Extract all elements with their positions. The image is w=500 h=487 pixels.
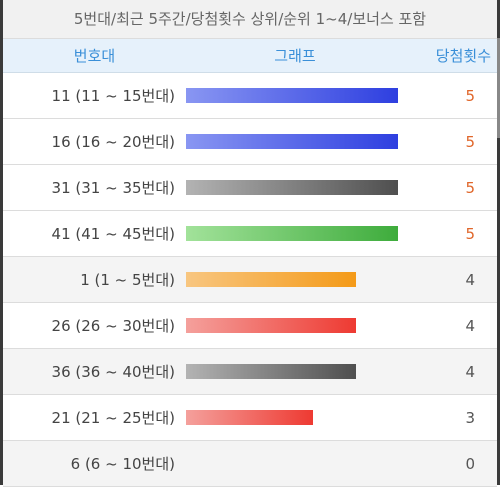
range-label: 21 (21 ~ 25번대) (51, 409, 175, 427)
count-bar (186, 364, 356, 379)
graph-cell (186, 318, 404, 333)
count-value: 4 (465, 270, 475, 289)
table-body: 11 (11 ~ 15번대) 5 16 (16 ~ 20번대) 5 31 (31 ~ 3… (3, 73, 497, 487)
range-label: 31 (31 ~ 35번대) (51, 179, 175, 197)
table-row: 36 (36 ~ 40번대) 4 (3, 349, 497, 395)
graph-cell (186, 180, 404, 195)
graph-cell (186, 226, 404, 241)
count-value: 5 (465, 86, 475, 105)
header-count: 당첨횟수 (435, 47, 491, 65)
graph-cell (186, 364, 404, 379)
count-bar (186, 134, 398, 149)
count-bar (186, 226, 398, 241)
table-row: 26 (26 ~ 30번대) 4 (3, 303, 497, 349)
count-bar (186, 272, 356, 287)
count-value: 5 (465, 224, 475, 243)
header-range: 번호대 (73, 47, 116, 65)
range-label: 6 (6 ~ 10번대) (70, 455, 175, 473)
count-bar (186, 88, 398, 103)
count-value: 5 (465, 132, 475, 151)
table-row: 11 (11 ~ 15번대) 5 (3, 73, 497, 119)
table-row: 16 (16 ~ 20번대) 5 (3, 119, 497, 165)
count-bar (186, 318, 356, 333)
table-row: 6 (6 ~ 10번대) 0 (3, 441, 497, 487)
count-bar (186, 410, 313, 425)
range-label: 36 (36 ~ 40번대) (51, 363, 175, 381)
range-label: 26 (26 ~ 30번대) (51, 317, 175, 335)
filter-title[interactable]: 5번대/최근 5주간/당첨횟수 상위/순위 1~4/보너스 포함 (3, 0, 497, 39)
graph-cell (186, 272, 404, 287)
range-label: 41 (41 ~ 45번대) (51, 225, 175, 243)
table-header: 번호대 그래프 당첨횟수 (3, 39, 497, 73)
range-label: 1 (1 ~ 5번대) (80, 271, 175, 289)
table-row: 41 (41 ~ 45번대) 5 (3, 211, 497, 257)
table-row: 21 (21 ~ 25번대) 3 (3, 395, 497, 441)
scrollbar[interactable] (497, 38, 500, 138)
table-row: 1 (1 ~ 5번대) 4 (3, 257, 497, 303)
count-value: 4 (465, 316, 475, 335)
graph-cell (186, 134, 404, 149)
graph-cell (186, 410, 404, 425)
count-value: 3 (465, 408, 475, 427)
range-label: 16 (16 ~ 20번대) (51, 133, 175, 151)
count-bar (186, 180, 398, 195)
header-graph: 그래프 (274, 47, 316, 65)
count-value: 5 (465, 178, 475, 197)
table-row: 31 (31 ~ 35번대) 5 (3, 165, 497, 211)
graph-cell (186, 88, 404, 103)
count-value: 4 (465, 362, 475, 381)
graph-cell (186, 456, 404, 471)
range-label: 11 (11 ~ 15번대) (51, 87, 175, 105)
count-value: 0 (465, 454, 475, 473)
